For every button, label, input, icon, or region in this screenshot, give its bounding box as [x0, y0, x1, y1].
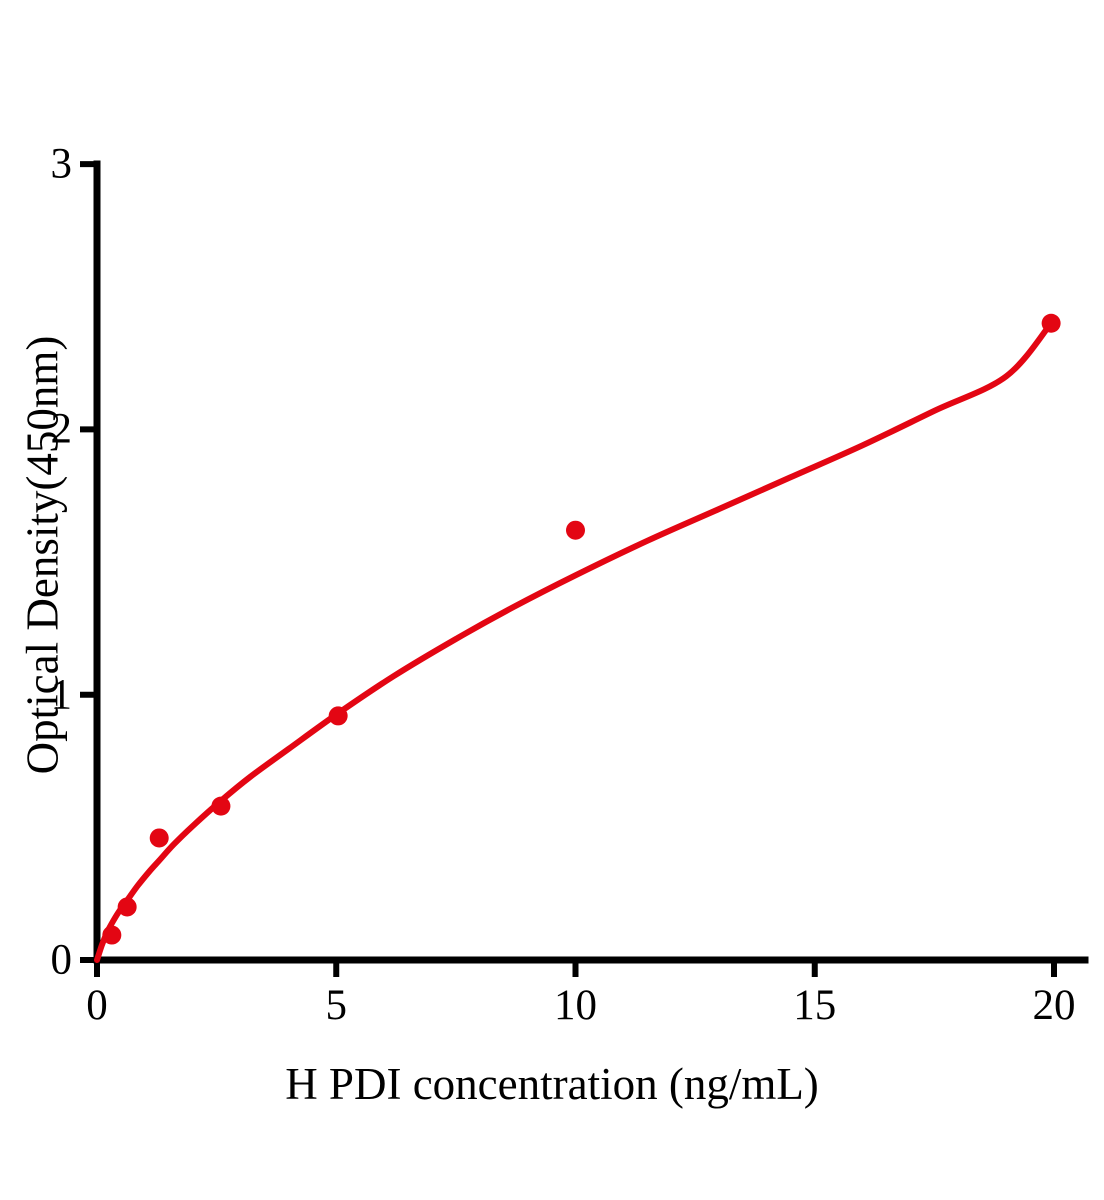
data-point: [566, 520, 585, 540]
y-axis-ticks: [80, 161, 97, 963]
x-tick-label-0: 0: [86, 982, 108, 1029]
y-tick-label-0: 0: [50, 936, 73, 984]
y-axis-title: Optical Density(450nm): [16, 336, 67, 775]
y-tick-label-3: 3: [50, 140, 73, 188]
x-axis-title: H PDI concentration (ng/mL): [285, 1059, 819, 1109]
data-point: [211, 796, 231, 816]
data-point: [328, 706, 348, 726]
x-tick-label-5: 5: [325, 982, 348, 1029]
data-point: [117, 897, 137, 917]
data-point: [149, 828, 169, 848]
axis-lines: [93, 160, 1089, 964]
fit-curve-line: [94, 320, 1055, 963]
data-point: [1041, 313, 1061, 333]
x-tick-label-20: 20: [1032, 982, 1076, 1029]
x-tick-label-10: 10: [554, 982, 597, 1029]
x-tick-label-15: 15: [793, 982, 837, 1029]
y-tick-label-2: 2: [50, 405, 73, 453]
y-tick-label-1: 1: [50, 671, 73, 719]
data-point: [102, 925, 122, 945]
data-point-group: [102, 313, 1061, 945]
